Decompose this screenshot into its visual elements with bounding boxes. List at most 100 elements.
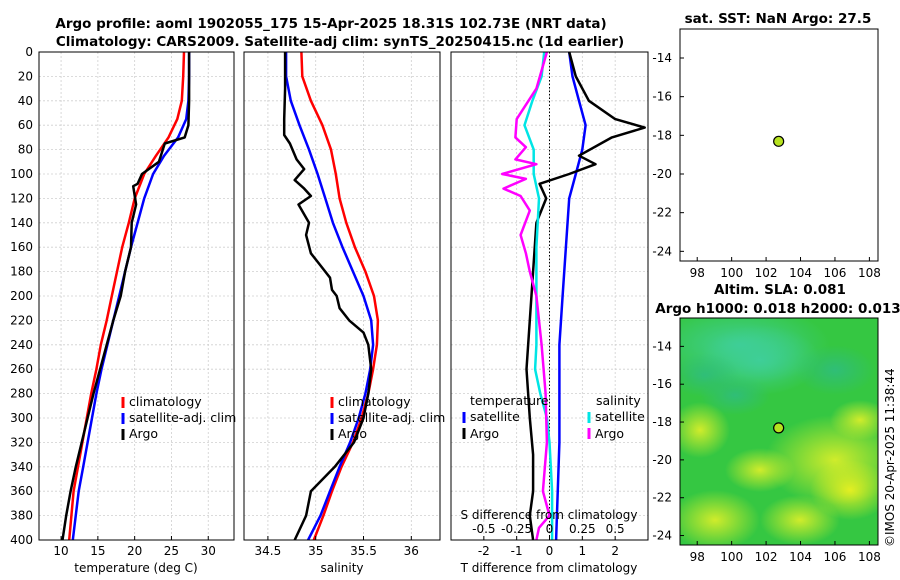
- x-tick-label: 104: [789, 266, 812, 280]
- y-tick-label: 40: [18, 94, 33, 108]
- legend-t-satellite-label: satellite: [470, 409, 520, 424]
- x-tick-label: 15: [90, 544, 105, 558]
- y-tick-label: 180: [10, 265, 33, 279]
- sla-map-frame: [679, 317, 879, 546]
- y-tick-label: -24: [652, 529, 672, 543]
- legend-climatology-label: climatology: [129, 394, 202, 409]
- s-diff-tick-label: 0.5: [606, 522, 625, 536]
- y-tick-label: 380: [10, 509, 33, 523]
- s-diff-tick-label: -0.25: [501, 522, 532, 536]
- legend-satellite-label: satellite-adj. clim: [129, 410, 236, 425]
- s-diff-tick-label: 0.25: [569, 522, 596, 536]
- x-tick-label: 35: [308, 544, 323, 558]
- s-difference-xlabel: S difference from climatology: [461, 508, 638, 522]
- x-tick-label: 108: [858, 266, 881, 280]
- y-tick-label: 0: [25, 45, 33, 59]
- temperature-xlabel: temperature (deg C): [74, 561, 197, 575]
- y-tick-label: 60: [18, 118, 33, 132]
- y-tick-label: 100: [10, 167, 33, 181]
- temperature-legend: climatology satellite-adj. clim Argo: [121, 394, 236, 441]
- y-tick-label: -14: [652, 51, 672, 65]
- y-tick-label: -22: [652, 206, 672, 220]
- x-tick-label: 100: [720, 550, 743, 564]
- y-tick-label: -20: [652, 453, 672, 467]
- y-tick-label: -22: [652, 491, 672, 505]
- legend-argo-label: Argo: [129, 426, 158, 441]
- y-tick-label: 300: [10, 411, 33, 425]
- series-line-t-argo: [525, 51, 646, 541]
- legend-climatology-label: climatology: [338, 394, 411, 409]
- x-tick-label: 100: [720, 266, 743, 280]
- x-tick-label: 35.5: [350, 544, 377, 558]
- x-tick-label: 108: [858, 550, 881, 564]
- x-tick-label: 98: [690, 550, 705, 564]
- salinity-panel: 34.5 35 35.5 36 salinity climatology satell…: [243, 51, 445, 575]
- legend-satellite-label: satellite-adj. clim: [338, 410, 445, 425]
- x-tick-label: 34.5: [255, 544, 282, 558]
- series-line-s-argo: [500, 51, 551, 541]
- y-tick-label: -24: [652, 244, 672, 258]
- y-tick-label: 260: [10, 362, 33, 376]
- series-line-argo: [61, 52, 191, 541]
- salinity-legend: climatology satellite-adj. clim Argo: [330, 394, 445, 441]
- figure-title-line2: Climatology: CARS2009. Satellite-adj cli…: [56, 34, 624, 50]
- sla-heatmap: [680, 318, 878, 545]
- y-tick-label: 160: [10, 240, 33, 254]
- sst-map-panel: sat. SST: NaN Argo: 27.5 98 100 102 104 106 1…: [652, 11, 880, 280]
- y-tick-label: 20: [18, 69, 33, 83]
- x-tick-label: 98: [690, 266, 705, 280]
- y-tick-label: 220: [10, 313, 33, 327]
- s-diff-tick-label: -0.5: [472, 522, 495, 536]
- salinity-xlabel: salinity: [320, 561, 363, 575]
- y-tick-label: 400: [10, 533, 33, 547]
- y-tick-label: 80: [18, 143, 33, 157]
- legend-argo-label: Argo: [338, 426, 367, 441]
- x-tick-label: 0: [546, 544, 554, 558]
- x-tick-label: 10: [53, 544, 68, 558]
- x-tick-label: 102: [755, 550, 778, 564]
- legend-temperature-title: temperature: [470, 393, 549, 408]
- x-tick-label: 36: [404, 544, 419, 558]
- legend-s-satellite-label: satellite: [595, 409, 645, 424]
- temperature-axes-frame: [38, 51, 235, 541]
- y-tick-label: -18: [652, 415, 672, 429]
- s-diff-tick-label: 0: [546, 522, 554, 536]
- x-tick-label: 30: [201, 544, 216, 558]
- x-tick-label: 106: [824, 550, 847, 564]
- y-tick-label: 340: [10, 460, 33, 474]
- legend-s-argo-label: Argo: [595, 426, 624, 441]
- difference-legend: temperature satellite Argo salinity sate…: [462, 393, 645, 441]
- argo-location-point: [773, 422, 785, 434]
- temperature-panel: 0 20 40 60 80 100 120 140 160 180 200 220 240 260 280 3…: [10, 45, 236, 575]
- y-tick-label: -18: [652, 128, 672, 142]
- figure-title-line1: Argo profile: aoml 1902055_175 15-Apr-20…: [55, 16, 606, 32]
- x-tick-label: 1: [579, 544, 587, 558]
- y-tick-label: 200: [10, 289, 33, 303]
- argo-location-point: [773, 135, 785, 147]
- sla-map-panel: Altim. SLA: 0.081 Argo h1000: 0.018 h200…: [652, 282, 900, 564]
- x-tick-label: 102: [755, 266, 778, 280]
- y-tick-label: 280: [10, 387, 33, 401]
- salinity-axes-frame: [243, 51, 441, 541]
- legend-t-argo-label: Argo: [470, 426, 499, 441]
- y-tick-label: 120: [10, 191, 33, 205]
- y-tick-label: 360: [10, 484, 33, 498]
- x-tick-label: 2: [611, 544, 619, 558]
- series-line-argo: [282, 52, 373, 541]
- x-tick-label: 104: [789, 550, 812, 564]
- x-tick-label: 20: [127, 544, 142, 558]
- series-line-climatology: [67, 51, 186, 541]
- y-tick-label: 240: [10, 338, 33, 352]
- series-line-s-satellite: [523, 51, 554, 540]
- legend-salinity-title: salinity: [596, 393, 641, 408]
- x-tick-label: 25: [164, 544, 179, 558]
- y-tick-label: -14: [652, 339, 672, 353]
- x-tick-label: -1: [511, 544, 523, 558]
- y-tick-label: 320: [10, 435, 33, 449]
- sst-map-title: sat. SST: NaN Argo: 27.5: [685, 11, 872, 27]
- x-tick-label: -2: [478, 544, 490, 558]
- sla-map-title-line2: Argo h1000: 0.018 h2000: 0.013: [655, 301, 900, 317]
- y-tick-label: -16: [652, 377, 672, 391]
- series-line-climatology: [300, 51, 380, 541]
